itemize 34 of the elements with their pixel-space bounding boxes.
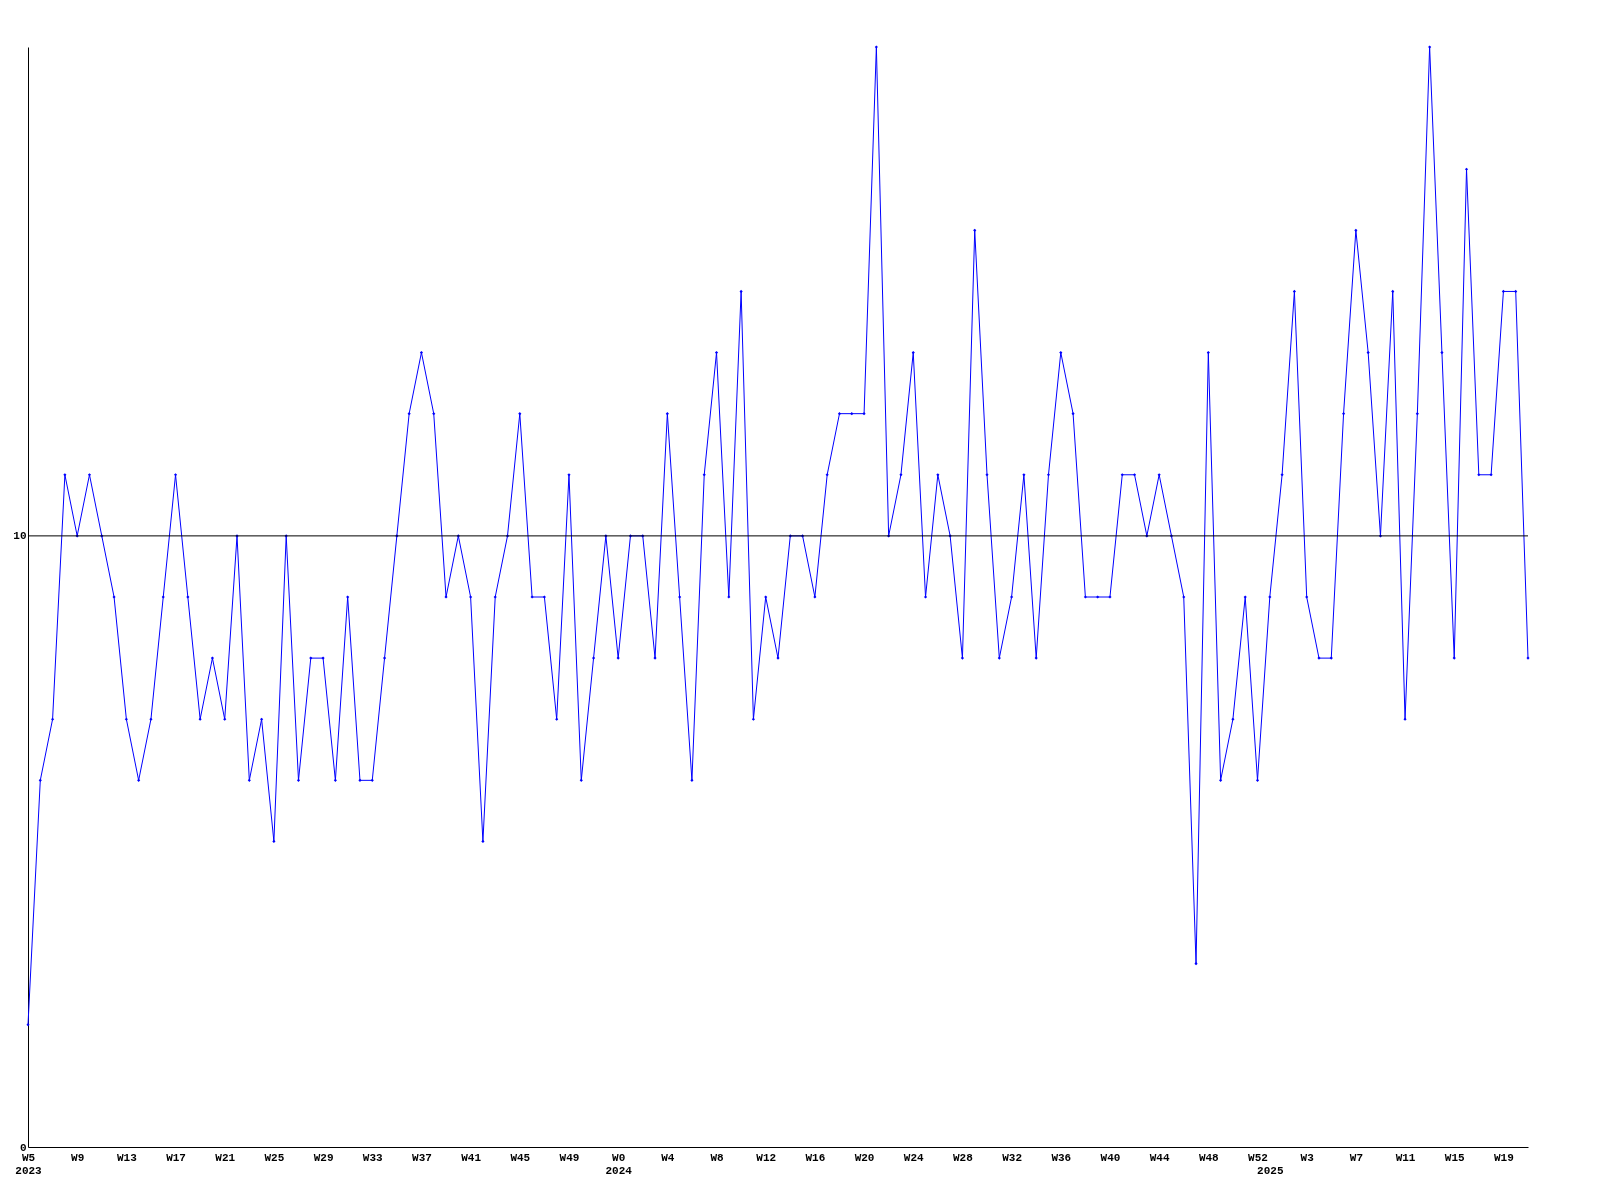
x-tick-label: W37 (412, 1151, 432, 1164)
x-tick-label: W3 (1300, 1151, 1315, 1164)
x-tick-label: W4 (661, 1151, 675, 1164)
x-tick-label: W25 (264, 1151, 285, 1164)
x-tick-label: W8 (710, 1151, 725, 1164)
x-tick-label: W7 (1349, 1151, 1363, 1164)
x-tick-label: W32 (1002, 1151, 1023, 1164)
x-tick-label: W52 (1248, 1151, 1268, 1164)
y-tick-label: 0 (19, 1141, 27, 1154)
x-tick-label: W24 (903, 1151, 925, 1164)
x-tick-label: W45 (510, 1151, 531, 1164)
x-tick-label: W40 (1100, 1151, 1121, 1164)
x-tick-label: W9 (71, 1151, 85, 1164)
x-tick-label: W28 (953, 1151, 974, 1164)
x-tick-label: W41 (461, 1151, 482, 1164)
x-tick-label: W21 (215, 1151, 236, 1164)
x-tick-label: W0 2024 (605, 1151, 633, 1177)
x-tick-label: W11 (1395, 1151, 1416, 1164)
x-tick-label: W17 (166, 1151, 186, 1164)
x-tick-label: W15 (1444, 1151, 1466, 1164)
x-tick-label: W48 (1198, 1151, 1220, 1164)
x-tick-label: W20 (854, 1151, 875, 1164)
x-tick-label: W5 2023 (15, 1151, 43, 1177)
x-tick-label: W12 (756, 1151, 777, 1164)
x-tick-label: W29 (313, 1151, 334, 1164)
x-tick-label: W13 (116, 1151, 138, 1164)
x-tick-label: W33 (362, 1151, 384, 1164)
x-tick-label: W16 (805, 1151, 826, 1164)
x-tick-label: W19 (1494, 1151, 1514, 1164)
x-tick-label: W49 (559, 1151, 580, 1164)
x-tick-label: W44 (1149, 1151, 1170, 1164)
x-tick-label: W36 (1051, 1151, 1072, 1164)
x-tick-label: 2025 (1257, 1164, 1284, 1177)
y-tick-label: 10 (13, 530, 27, 543)
